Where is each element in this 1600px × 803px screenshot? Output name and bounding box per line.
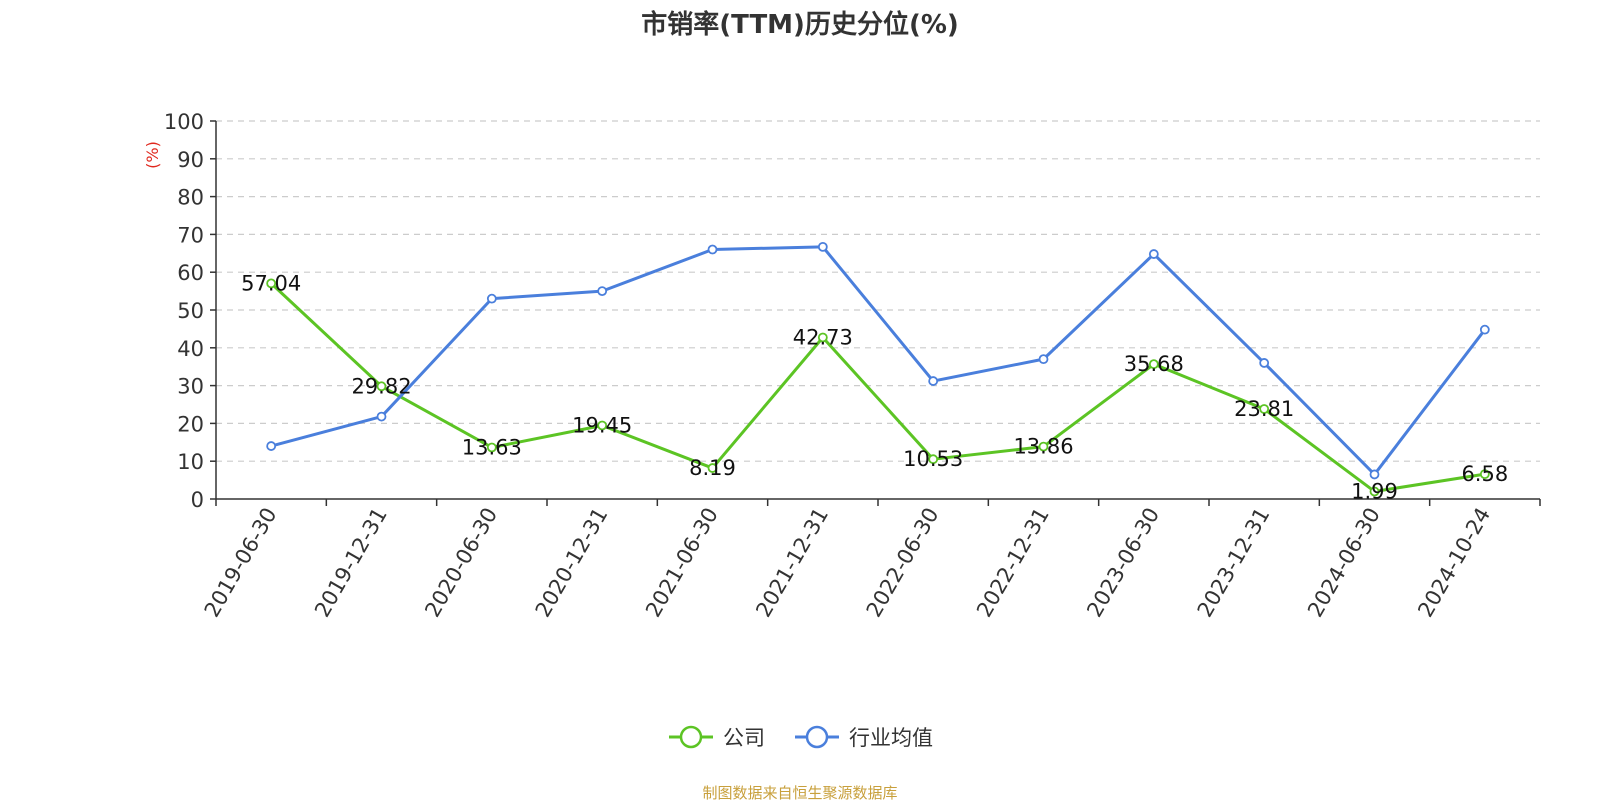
data-label-0-3: 19.45 — [572, 413, 632, 437]
x-tick-label-2021-06-30: 2021-06-30 — [641, 504, 723, 622]
data-point-0-3 — [597, 420, 608, 431]
data-label-0-4: 8.19 — [689, 456, 736, 480]
data-point-0-0 — [266, 278, 277, 289]
y-tick-label-100: 100 — [164, 110, 204, 134]
data-point-1-1 — [376, 411, 387, 422]
data-label-0-10: 1.99 — [1351, 479, 1398, 503]
data-point-1-3 — [597, 286, 608, 297]
y-tick-label-80: 80 — [177, 186, 204, 210]
data-label-0-1: 29.82 — [351, 374, 411, 398]
data-label-0-5: 42.73 — [793, 325, 853, 349]
legend-swatch-industry-average — [795, 725, 839, 749]
x-tick-label-2024-10-24: 2024-10-24 — [1413, 504, 1495, 622]
data-point-1-11 — [1479, 324, 1490, 335]
x-tick-label-2024-06-30: 2024-06-30 — [1303, 504, 1385, 622]
data-point-1-8 — [1148, 249, 1159, 259]
axis-layer: 0 10 20 30 40 50 60 70 80 90 100 2019-06-30 2019-12-… — [164, 110, 1541, 622]
x-tick-label-2023-12-31: 2023-12-31 — [1193, 504, 1275, 622]
x-tick-label-2020-06-30: 2020-06-30 — [420, 504, 502, 622]
data-point-1-5 — [817, 241, 828, 252]
series-line-1 — [270, 245, 1487, 476]
legend-label-company: 公司 — [723, 726, 765, 750]
y-tick-label-30: 30 — [177, 375, 204, 399]
series-line-0 — [270, 282, 1486, 493]
series-layer — [266, 241, 1490, 497]
y-tick-label-40: 40 — [177, 337, 204, 361]
x-tick-label-2022-12-31: 2022-12-31 — [972, 504, 1054, 622]
x-tick-label-2019-06-30: 2019-06-30 — [200, 504, 282, 622]
y-tick-label-50: 50 — [177, 299, 204, 323]
y-tick-label-0: 0 — [191, 488, 204, 512]
y-axis-label: (%) — [143, 141, 162, 169]
x-tick-label-2023-06-30: 2023-06-30 — [1082, 504, 1164, 622]
legend-label-industry-average: 行业均值 — [849, 726, 933, 750]
data-label-0-0: 57.04 — [241, 271, 301, 295]
data-label-0-7: 13.86 — [1013, 435, 1073, 459]
data-point-0-5 — [817, 332, 828, 343]
x-tick-label-2020-12-31: 2020-12-31 — [531, 504, 613, 622]
data-point-1-7 — [1038, 354, 1049, 365]
data-point-0-9 — [1259, 404, 1270, 414]
legend-item-company[interactable]: 公司 — [667, 722, 765, 752]
data-point-0-10 — [1369, 486, 1380, 497]
data-point-0-4 — [707, 463, 718, 473]
data-label-0-11: 6.58 — [1461, 462, 1508, 486]
y-tick-label-20: 20 — [177, 412, 204, 436]
data-label-0-8: 35.68 — [1124, 352, 1184, 376]
data-label-0-2: 13.63 — [462, 435, 522, 459]
data-point-0-6 — [928, 454, 939, 465]
data-point-0-7 — [1038, 441, 1049, 452]
x-tick-label-2021-12-31: 2021-12-31 — [751, 504, 833, 622]
data-point-0-11 — [1479, 469, 1490, 480]
x-tick-label-2019-12-31: 2019-12-31 — [310, 504, 392, 622]
y-tick-label-70: 70 — [177, 223, 204, 247]
legend-item-industry-average[interactable]: 行业均值 — [793, 722, 933, 752]
data-point-1-6 — [928, 376, 939, 386]
legend-swatch-company — [669, 725, 713, 749]
data-point-0-2 — [486, 442, 497, 453]
data-label-0-6: 10.53 — [903, 447, 963, 471]
data-point-0-1 — [376, 381, 387, 392]
data-point-1-10 — [1369, 469, 1380, 480]
y-tick-label-90: 90 — [177, 148, 204, 172]
data-label-layer: 57.04 29.82 13.63 19.45 8.19 42.73 10.53 13.86 3… — [241, 271, 1508, 503]
data-point-1-0 — [266, 441, 277, 451]
data-point-1-4 — [707, 244, 718, 255]
data-point-0-8 — [1148, 359, 1159, 370]
chart-title: 市销率(TTM)历史分位(%) — [641, 10, 959, 40]
legend: 公司 行业均值 — [0, 722, 1600, 752]
grid-layer — [216, 120, 1540, 462]
data-point-1-2 — [486, 293, 497, 304]
y-tick-label-60: 60 — [177, 261, 204, 285]
x-tick-label-2022-06-30: 2022-06-30 — [862, 504, 944, 622]
source-note: 制图数据来自恒生聚源数据库 — [702, 784, 898, 802]
y-tick-label-10: 10 — [177, 450, 204, 474]
data-point-1-9 — [1259, 358, 1270, 368]
data-label-0-9: 23.81 — [1234, 397, 1294, 421]
